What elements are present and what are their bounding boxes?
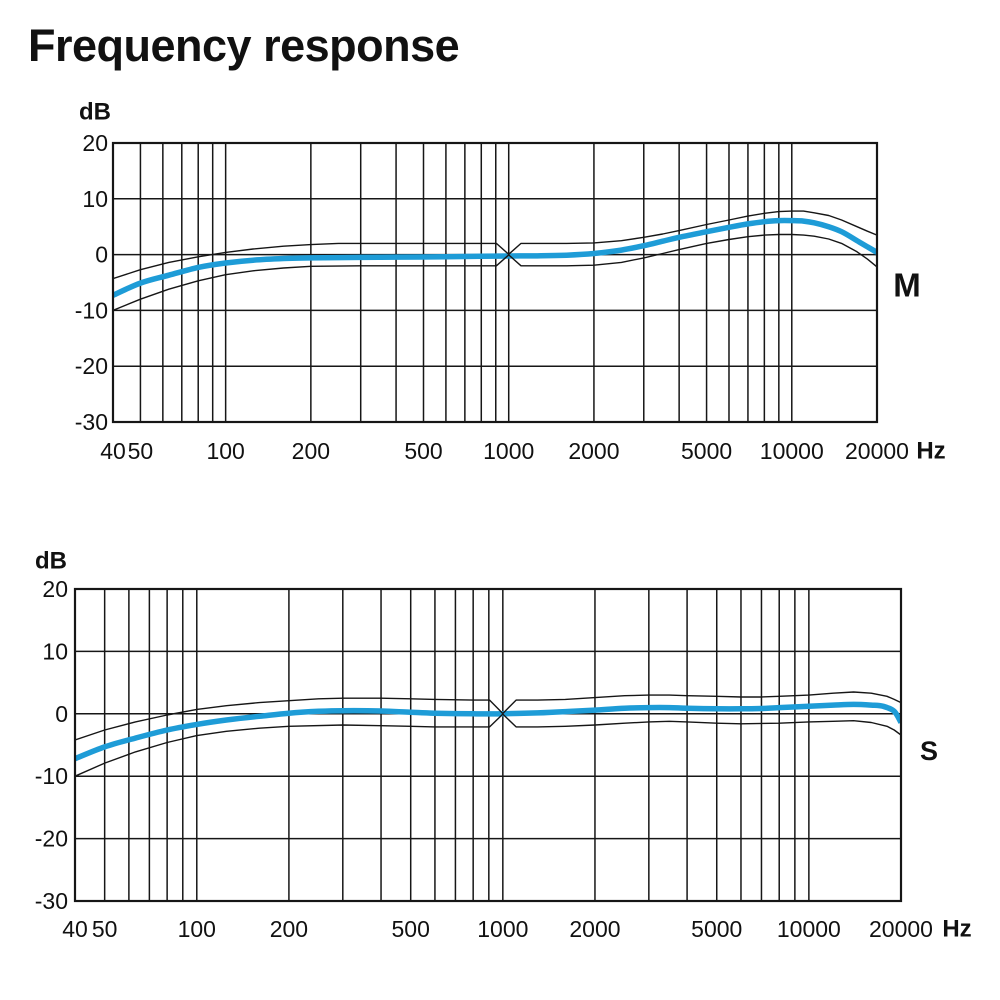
y-tick-label: 0 — [95, 242, 108, 268]
page-title: Frequency response — [28, 20, 460, 71]
x-tick-label: 40 — [62, 916, 88, 942]
x-tick-label: 20000 — [845, 438, 909, 464]
x-axis-unit-label: Hz — [942, 916, 971, 943]
x-tick-label: 200 — [270, 916, 308, 942]
y-tick-label: 0 — [55, 701, 68, 727]
s-tolerance-lower-curve — [75, 713, 901, 777]
x-tick-label: 10000 — [760, 438, 824, 464]
y-axis-unit-label: dB — [35, 548, 67, 575]
curves-m — [113, 210, 877, 312]
x-tick-label: 200 — [292, 438, 330, 464]
y-tick-label: -30 — [75, 409, 108, 435]
x-tick-label: 100 — [178, 916, 216, 942]
x-tick-label: 10000 — [777, 916, 841, 942]
x-tick-label: 50 — [92, 916, 118, 942]
y-tick-label: -10 — [35, 763, 68, 789]
y-tick-label: -10 — [75, 297, 108, 323]
y-tick-label: -20 — [75, 353, 108, 379]
m-response-curve — [113, 217, 877, 298]
y-tick-label: 20 — [42, 576, 68, 602]
m-tolerance-lower-curve — [113, 233, 877, 312]
x-tick-label: 1000 — [477, 916, 528, 942]
x-tick-label: 1000 — [483, 438, 534, 464]
x-tick-label: 2000 — [568, 438, 619, 464]
y-tick-label: -20 — [35, 826, 68, 852]
s-tolerance-upper-curve — [75, 691, 901, 741]
y-tick-label: 20 — [82, 130, 108, 156]
plot-border — [73, 587, 903, 903]
x-tick-label: 5000 — [681, 438, 732, 464]
x-tick-label: 40 — [100, 438, 126, 464]
curves-s — [75, 691, 901, 777]
m-tolerance-upper-curve — [113, 210, 877, 280]
x-tick-label: 5000 — [691, 916, 742, 942]
x-tick-label: 500 — [392, 916, 430, 942]
x-tick-label: 20000 — [869, 916, 933, 942]
y-tick-label: 10 — [82, 186, 108, 212]
y-axis-unit-label: dB — [79, 99, 111, 126]
chart-side-label-s: S — [920, 736, 938, 766]
x-tick-label: 500 — [404, 438, 442, 464]
x-tick-label: 100 — [206, 438, 244, 464]
chart-side-label-m: M — [893, 267, 921, 304]
x-axis-unit-label: Hz — [916, 438, 945, 465]
plot-border — [111, 141, 879, 424]
y-tick-label: -30 — [35, 888, 68, 914]
s-response-curve — [75, 701, 901, 762]
x-tick-label: 2000 — [569, 916, 620, 942]
y-tick-label: 10 — [42, 638, 68, 664]
x-tick-label: 50 — [128, 438, 154, 464]
